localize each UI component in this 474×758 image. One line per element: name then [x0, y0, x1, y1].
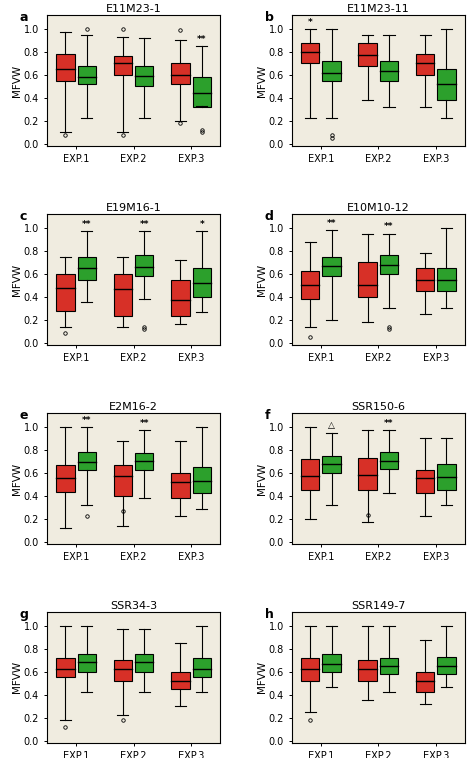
- Bar: [192, 268, 211, 296]
- Y-axis label: MFVW: MFVW: [12, 661, 22, 694]
- Bar: [192, 77, 211, 107]
- Text: g: g: [20, 608, 29, 621]
- Bar: [78, 66, 96, 84]
- Text: *: *: [308, 17, 312, 27]
- Text: b: b: [264, 11, 273, 24]
- Text: e: e: [20, 409, 28, 422]
- Bar: [322, 256, 341, 276]
- Bar: [171, 64, 190, 84]
- Y-axis label: MFVW: MFVW: [257, 661, 267, 694]
- Bar: [380, 255, 398, 274]
- Text: **: **: [384, 419, 394, 428]
- Bar: [358, 42, 377, 66]
- Bar: [301, 271, 319, 299]
- Title: E11M23-11: E11M23-11: [347, 5, 410, 14]
- Y-axis label: MFVW: MFVW: [257, 462, 267, 494]
- Bar: [171, 473, 190, 498]
- Bar: [56, 274, 75, 311]
- Bar: [322, 456, 341, 473]
- Y-axis label: MFVW: MFVW: [257, 264, 267, 296]
- Bar: [114, 274, 132, 316]
- Text: f: f: [264, 409, 270, 422]
- Bar: [301, 42, 319, 64]
- Bar: [78, 256, 96, 280]
- Text: **: **: [327, 219, 336, 228]
- Bar: [114, 465, 132, 496]
- Bar: [56, 658, 75, 678]
- Bar: [114, 57, 132, 75]
- Bar: [380, 658, 398, 674]
- Bar: [416, 268, 434, 291]
- Bar: [135, 255, 154, 276]
- Bar: [171, 280, 190, 316]
- Bar: [192, 467, 211, 493]
- Bar: [437, 268, 456, 291]
- Bar: [301, 658, 319, 681]
- Text: d: d: [264, 210, 273, 223]
- Text: a: a: [20, 11, 28, 24]
- Text: **: **: [384, 222, 394, 231]
- Bar: [380, 452, 398, 469]
- Title: SSR34-3: SSR34-3: [110, 601, 157, 611]
- Bar: [416, 672, 434, 692]
- Bar: [56, 54, 75, 80]
- Bar: [301, 459, 319, 490]
- Text: **: **: [197, 35, 207, 44]
- Text: **: **: [82, 415, 91, 424]
- Bar: [437, 69, 456, 100]
- Text: **: **: [139, 220, 149, 229]
- Bar: [78, 654, 96, 672]
- Bar: [135, 66, 154, 86]
- Title: E11M23-1: E11M23-1: [106, 5, 162, 14]
- Text: c: c: [20, 210, 27, 223]
- Title: E10M10-12: E10M10-12: [347, 203, 410, 213]
- Y-axis label: MFVW: MFVW: [12, 462, 22, 494]
- Text: △: △: [328, 421, 335, 431]
- Title: E19M16-1: E19M16-1: [106, 203, 162, 213]
- Bar: [416, 54, 434, 75]
- Y-axis label: MFVW: MFVW: [12, 64, 22, 97]
- Title: E2M16-2: E2M16-2: [109, 402, 158, 412]
- Bar: [358, 262, 377, 296]
- Bar: [56, 465, 75, 492]
- Title: SSR150-6: SSR150-6: [351, 402, 405, 412]
- Text: **: **: [82, 220, 91, 229]
- Text: h: h: [264, 608, 273, 621]
- Bar: [171, 672, 190, 689]
- Bar: [358, 660, 377, 681]
- Text: *: *: [200, 220, 204, 229]
- Y-axis label: MFVW: MFVW: [257, 64, 267, 97]
- Bar: [114, 660, 132, 681]
- Bar: [322, 61, 341, 80]
- Bar: [192, 658, 211, 678]
- Bar: [437, 656, 456, 674]
- Bar: [135, 654, 154, 672]
- Text: **: **: [139, 419, 149, 428]
- Y-axis label: MFVW: MFVW: [12, 264, 22, 296]
- Bar: [416, 471, 434, 493]
- Bar: [380, 61, 398, 80]
- Bar: [322, 654, 341, 672]
- Bar: [135, 453, 154, 471]
- Bar: [437, 464, 456, 490]
- Bar: [78, 452, 96, 471]
- Title: SSR149-7: SSR149-7: [351, 601, 406, 611]
- Bar: [358, 458, 377, 490]
